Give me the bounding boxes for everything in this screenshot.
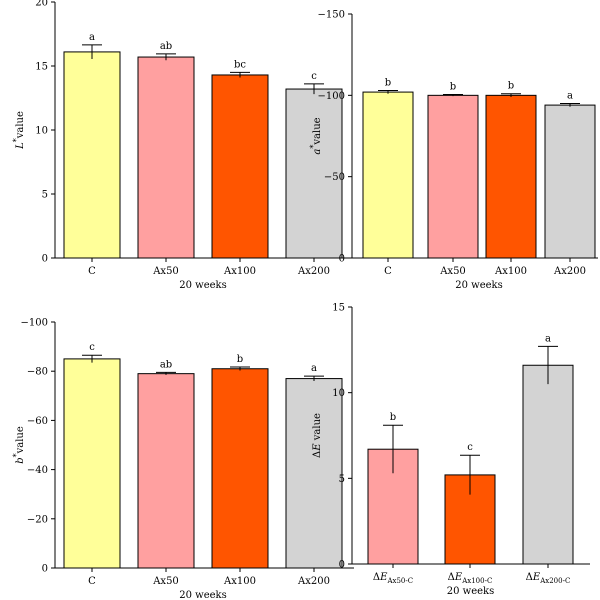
x-tick-label: C — [88, 266, 96, 277]
significance-label: b — [237, 354, 243, 365]
significance-label: bc — [234, 59, 246, 70]
significance-label: ab — [160, 359, 172, 370]
bar-3 — [211, 74, 269, 259]
bar-2 — [137, 56, 195, 259]
y-tick-label: 0 — [42, 564, 48, 575]
y-tick-label: 0 — [339, 560, 345, 571]
x-tick-label: C — [384, 266, 392, 277]
chart-panel-4: 0 5 10 15 b ΔEAx50-C c ΔEAx100-C a ΔEAx200-C 20 we… — [312, 303, 590, 597]
y-tick-label: 0 — [339, 254, 345, 265]
bar-3 — [211, 368, 269, 569]
y-tick-label: 10 — [332, 388, 345, 399]
x-tick-label: Ax100 — [223, 266, 256, 277]
significance-label: a — [89, 32, 95, 43]
bar-1 — [362, 91, 414, 259]
bar-3 — [522, 364, 574, 565]
y-tick-label: 20 — [35, 0, 48, 9]
y-tick-label: 15 — [35, 62, 48, 73]
x-axis-label: 20 weeks — [447, 586, 495, 597]
significance-label: c — [311, 71, 317, 82]
x-tick-label: Ax50 — [152, 266, 179, 277]
x-tick-label: Ax100 — [494, 266, 527, 277]
bar-3 — [485, 94, 537, 259]
x-axis-label: 20 weeks — [455, 280, 503, 291]
significance-label: ab — [160, 41, 172, 52]
y-tick-label: −50 — [324, 172, 345, 183]
bar-1 — [63, 51, 121, 259]
significance-label: c — [89, 342, 95, 353]
x-tick-label: Ax200 — [297, 576, 330, 587]
y-tick-label: 15 — [332, 303, 345, 314]
x-tick-label: ΔEAx100-C — [448, 572, 493, 585]
y-tick-label: 5 — [42, 190, 48, 201]
x-axis-label: 20 weeks — [179, 590, 227, 600]
y-tick-label: −60 — [27, 416, 48, 427]
y-tick-label: −40 — [27, 465, 48, 476]
significance-label: a — [545, 333, 551, 344]
y-axis-label: ΔE value — [312, 413, 323, 458]
significance-label: a — [567, 90, 573, 101]
significance-label: b — [450, 82, 456, 93]
bar-2 — [427, 94, 479, 259]
y-tick-label: −100 — [318, 91, 345, 102]
chart-panel-2: 0 −50 −100 −150 b Cb Ax50 b Ax100 a Ax200 20 weeks a… — [309, 10, 598, 291]
x-tick-label: Ax200 — [553, 266, 586, 277]
chart-panel-1: 0 5 10 15 20 a Cab Ax50 bc Ax100 c Ax200 20 weeks L*v… — [12, 0, 354, 291]
y-axis-label: L*value — [12, 111, 26, 150]
y-axis-label: a*value — [309, 117, 323, 154]
x-tick-label: ΔEAx50-C — [373, 572, 413, 585]
x-tick-label: ΔEAx200-C — [526, 572, 571, 585]
x-tick-label: Ax200 — [297, 266, 330, 277]
y-tick-label: −100 — [21, 318, 48, 329]
x-tick-label: Ax100 — [223, 576, 256, 587]
x-tick-label: Ax50 — [152, 576, 179, 587]
y-tick-label: −20 — [27, 514, 48, 525]
x-axis-label: 20 weeks — [179, 280, 227, 291]
y-tick-label: 10 — [35, 126, 48, 137]
x-tick-label: Ax50 — [439, 266, 466, 277]
y-tick-label: 5 — [339, 474, 345, 485]
significance-label: b — [390, 412, 396, 423]
y-tick-label: −150 — [318, 10, 345, 21]
bar-1 — [63, 358, 121, 569]
significance-label: b — [385, 77, 391, 88]
significance-label: b — [508, 81, 514, 92]
y-tick-label: −80 — [27, 367, 48, 378]
x-tick-label: C — [88, 576, 96, 587]
bar-4 — [544, 104, 596, 259]
significance-label: c — [467, 442, 473, 453]
bar-4 — [285, 378, 343, 569]
y-axis-label: b*value — [12, 426, 26, 464]
significance-label: a — [311, 363, 317, 374]
bar-2 — [137, 373, 195, 569]
y-tick-label: 0 — [42, 254, 48, 265]
chart-panel-3: 0 −20 −40 −60 −80 −100 c Cab Ax50 b Ax100 a Ax200 20 … — [12, 318, 354, 600]
